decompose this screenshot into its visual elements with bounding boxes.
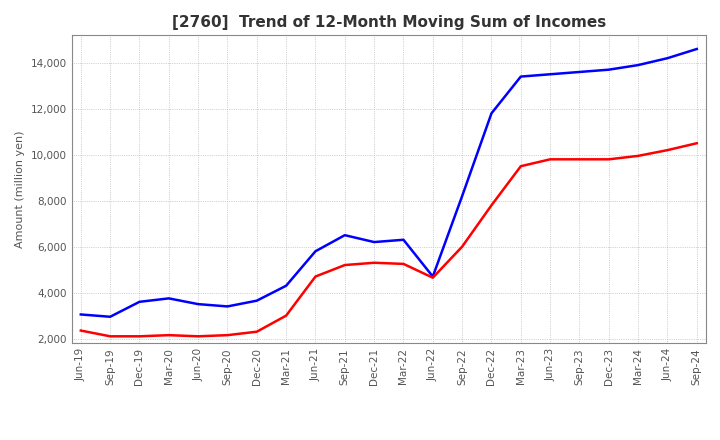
- Net Income: [253, 329, 261, 334]
- Ordinary Income: [106, 314, 114, 319]
- Net Income: [311, 274, 320, 279]
- Ordinary Income: [194, 301, 202, 307]
- Net Income: [76, 328, 85, 333]
- Ordinary Income: [663, 55, 672, 61]
- Net Income: [194, 334, 202, 339]
- Ordinary Income: [135, 299, 144, 304]
- Ordinary Income: [487, 111, 496, 116]
- Line: Net Income: Net Income: [81, 143, 697, 336]
- Net Income: [223, 333, 232, 338]
- Title: [2760]  Trend of 12-Month Moving Sum of Incomes: [2760] Trend of 12-Month Moving Sum of I…: [171, 15, 606, 30]
- Net Income: [575, 157, 584, 162]
- Net Income: [663, 147, 672, 153]
- Y-axis label: Amount (million yen): Amount (million yen): [15, 130, 25, 248]
- Ordinary Income: [370, 239, 379, 245]
- Ordinary Income: [428, 274, 437, 279]
- Ordinary Income: [575, 70, 584, 75]
- Net Income: [693, 141, 701, 146]
- Net Income: [370, 260, 379, 265]
- Net Income: [634, 153, 642, 158]
- Ordinary Income: [311, 249, 320, 254]
- Ordinary Income: [693, 46, 701, 51]
- Net Income: [164, 333, 173, 338]
- Net Income: [516, 164, 525, 169]
- Ordinary Income: [634, 62, 642, 68]
- Ordinary Income: [282, 283, 290, 288]
- Ordinary Income: [546, 72, 554, 77]
- Ordinary Income: [164, 296, 173, 301]
- Ordinary Income: [223, 304, 232, 309]
- Ordinary Income: [399, 237, 408, 242]
- Net Income: [605, 157, 613, 162]
- Net Income: [106, 334, 114, 339]
- Line: Ordinary Income: Ordinary Income: [81, 49, 697, 317]
- Ordinary Income: [605, 67, 613, 72]
- Net Income: [458, 244, 467, 249]
- Ordinary Income: [516, 74, 525, 79]
- Net Income: [428, 275, 437, 280]
- Net Income: [135, 334, 144, 339]
- Net Income: [282, 313, 290, 318]
- Net Income: [399, 261, 408, 267]
- Ordinary Income: [76, 312, 85, 317]
- Net Income: [487, 203, 496, 208]
- Net Income: [341, 262, 349, 268]
- Net Income: [546, 157, 554, 162]
- Ordinary Income: [458, 194, 467, 199]
- Ordinary Income: [341, 232, 349, 238]
- Ordinary Income: [253, 298, 261, 303]
